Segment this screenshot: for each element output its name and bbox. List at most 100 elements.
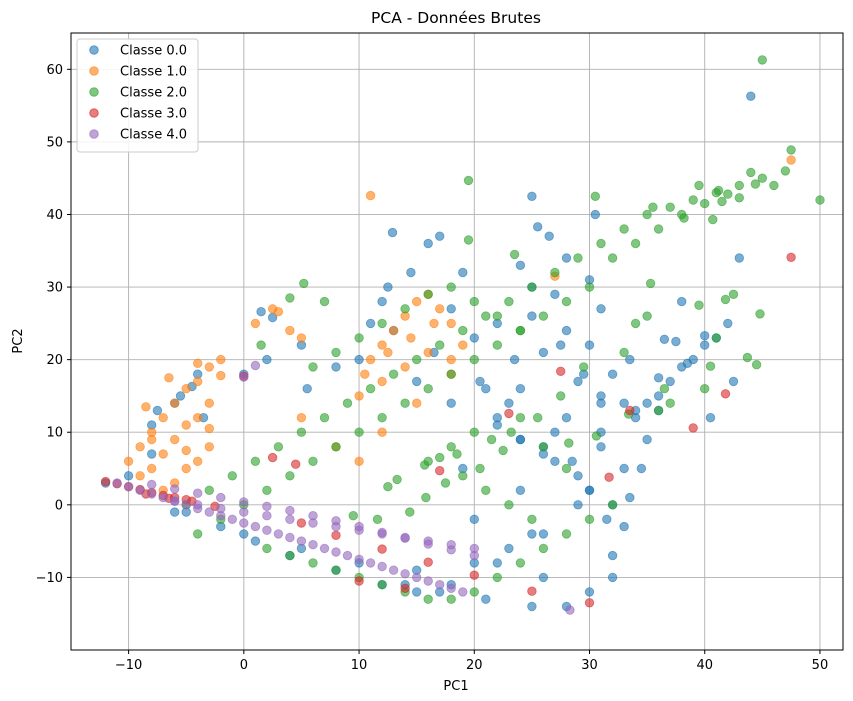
data-point bbox=[400, 304, 410, 314]
legend-label: Classe 4.0 bbox=[120, 128, 187, 143]
data-point bbox=[481, 384, 491, 394]
data-point bbox=[786, 155, 796, 165]
data-point bbox=[515, 413, 526, 423]
data-point bbox=[786, 145, 796, 155]
data-point bbox=[285, 532, 295, 543]
data-point bbox=[446, 398, 456, 408]
data-point bbox=[365, 318, 376, 329]
series-classe-4-0 bbox=[112, 360, 575, 615]
data-point bbox=[239, 497, 249, 507]
data-point bbox=[561, 253, 572, 263]
data-point bbox=[481, 485, 491, 496]
data-point bbox=[192, 413, 203, 423]
data-point bbox=[561, 529, 572, 539]
data-point bbox=[463, 235, 474, 245]
data-point bbox=[509, 354, 520, 365]
data-point bbox=[331, 442, 341, 452]
data-point bbox=[377, 413, 387, 423]
legend-marker bbox=[89, 45, 99, 55]
data-point bbox=[250, 318, 261, 329]
data-point bbox=[584, 514, 595, 525]
data-point bbox=[377, 340, 387, 350]
data-point bbox=[181, 445, 191, 456]
data-point bbox=[319, 296, 330, 307]
data-point bbox=[146, 449, 157, 459]
data-point bbox=[446, 282, 456, 292]
data-point bbox=[711, 333, 722, 343]
data-point bbox=[250, 521, 261, 532]
data-point bbox=[192, 488, 203, 498]
data-point bbox=[423, 576, 433, 586]
data-point bbox=[596, 304, 606, 314]
data-point bbox=[653, 224, 664, 234]
data-point bbox=[296, 413, 307, 423]
data-point bbox=[285, 514, 295, 525]
data-point bbox=[642, 209, 652, 220]
data-point bbox=[504, 543, 514, 554]
data-point bbox=[181, 420, 191, 430]
data-point bbox=[625, 354, 635, 365]
data-point bbox=[192, 456, 203, 467]
data-point bbox=[164, 373, 174, 383]
data-point bbox=[262, 501, 272, 512]
data-point bbox=[331, 362, 341, 372]
data-point bbox=[780, 166, 791, 176]
x-tick-label: 30 bbox=[581, 658, 598, 673]
data-point bbox=[642, 398, 652, 408]
data-point bbox=[239, 529, 249, 539]
data-point bbox=[377, 318, 387, 329]
data-point bbox=[262, 354, 272, 365]
data-point bbox=[463, 175, 474, 186]
data-point bbox=[296, 536, 307, 546]
data-point bbox=[469, 427, 480, 437]
data-point bbox=[141, 402, 151, 412]
data-point bbox=[515, 384, 526, 394]
data-point bbox=[481, 311, 491, 321]
data-point bbox=[446, 540, 456, 550]
data-point bbox=[446, 594, 456, 604]
data-point bbox=[216, 492, 226, 503]
data-point bbox=[296, 333, 307, 343]
y-tick-label: 20 bbox=[46, 353, 63, 368]
data-point bbox=[319, 543, 330, 554]
data-point bbox=[458, 340, 468, 350]
data-point bbox=[584, 485, 595, 496]
data-point bbox=[573, 500, 583, 510]
data-point bbox=[267, 452, 278, 463]
data-point bbox=[584, 282, 595, 292]
data-point bbox=[123, 482, 134, 492]
data-point bbox=[533, 222, 543, 232]
data-point bbox=[383, 282, 393, 292]
data-point bbox=[227, 514, 238, 525]
data-point bbox=[423, 238, 433, 249]
y-tick-label: 50 bbox=[46, 135, 63, 150]
data-point bbox=[446, 442, 456, 452]
data-point bbox=[308, 518, 318, 528]
data-point bbox=[515, 325, 526, 336]
data-point bbox=[694, 180, 704, 191]
data-point bbox=[169, 496, 180, 506]
data-point bbox=[728, 289, 739, 300]
data-point bbox=[469, 570, 480, 580]
data-point bbox=[400, 362, 410, 372]
data-point bbox=[262, 485, 272, 496]
data-point bbox=[400, 569, 410, 579]
data-point bbox=[308, 456, 318, 467]
data-point bbox=[506, 427, 516, 437]
data-point bbox=[377, 561, 387, 572]
data-point bbox=[492, 311, 503, 321]
data-point bbox=[475, 376, 485, 387]
legend-label: Classe 3.0 bbox=[120, 107, 187, 122]
data-point bbox=[273, 529, 284, 539]
data-point bbox=[723, 318, 733, 329]
data-point bbox=[550, 289, 560, 300]
data-point bbox=[285, 505, 295, 516]
data-point bbox=[262, 543, 272, 554]
data-point bbox=[538, 347, 549, 358]
data-point bbox=[492, 572, 503, 583]
data-point bbox=[421, 492, 431, 503]
data-point bbox=[423, 557, 433, 567]
data-point bbox=[515, 260, 526, 271]
x-tick-label: 50 bbox=[812, 658, 829, 673]
data-point bbox=[262, 511, 272, 521]
